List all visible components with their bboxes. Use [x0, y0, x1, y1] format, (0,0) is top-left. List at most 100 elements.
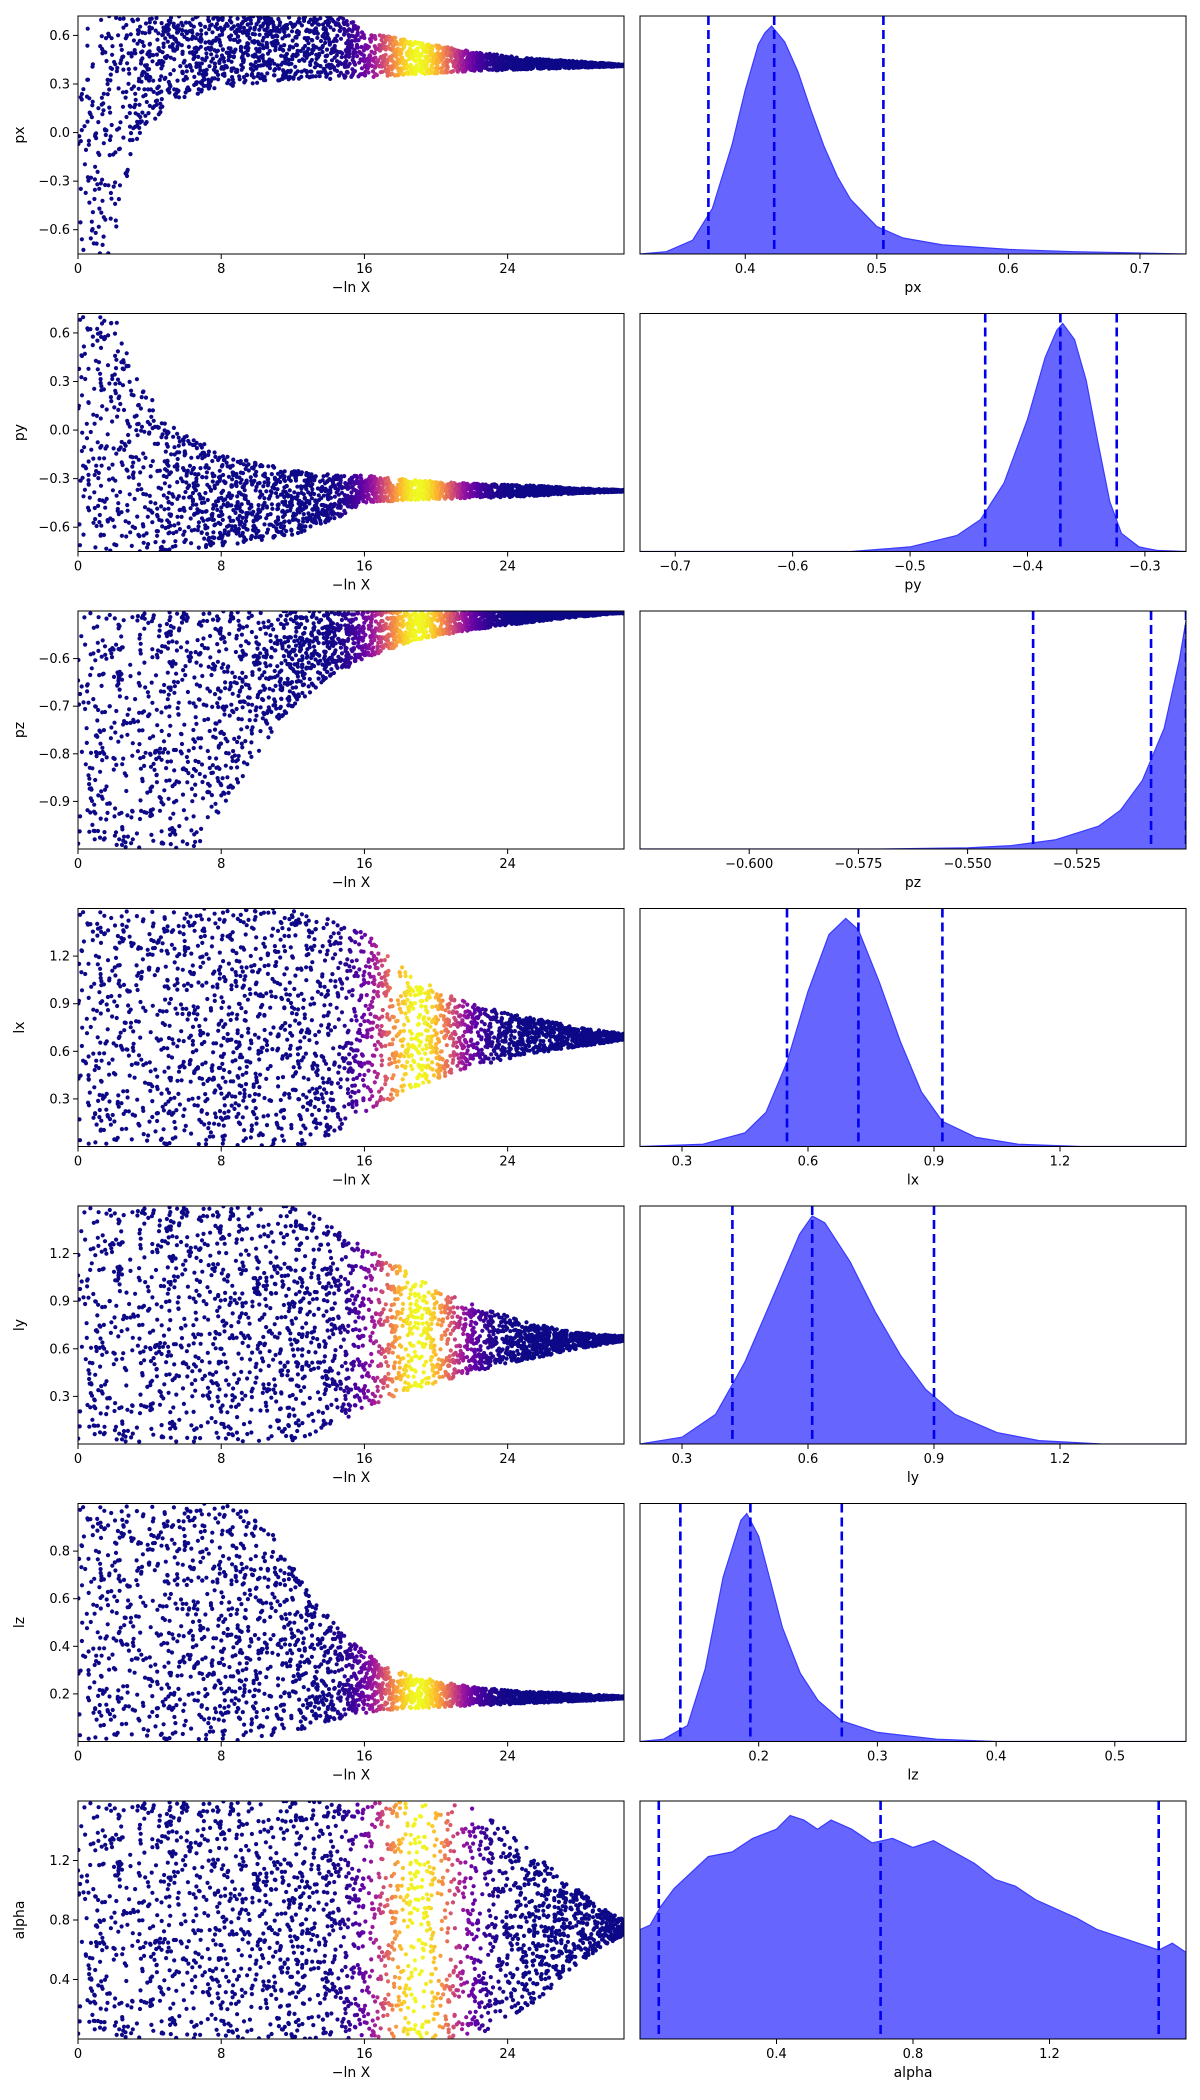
trace-point — [90, 334, 95, 339]
trace-point — [278, 44, 283, 49]
trace-point — [344, 19, 349, 24]
trace-point — [151, 418, 156, 423]
trace-point — [252, 523, 257, 529]
trace-point — [289, 472, 294, 477]
trace-point — [247, 36, 252, 41]
trace-point — [347, 48, 352, 53]
trace-point — [150, 408, 155, 413]
trace-point — [416, 495, 421, 501]
trace-point — [125, 418, 130, 423]
trace-point — [205, 497, 210, 503]
trace-point — [229, 59, 234, 64]
trace-point — [160, 50, 165, 55]
trace-point — [184, 87, 190, 92]
trace-point — [477, 62, 482, 67]
trace-point — [204, 67, 209, 72]
trace-point — [225, 81, 230, 86]
trace-point — [460, 69, 465, 74]
trace-point — [192, 442, 197, 448]
trace-point — [124, 22, 129, 28]
trace-point — [336, 73, 342, 78]
trace-point — [290, 38, 295, 43]
trace-point — [180, 49, 185, 54]
trace-point — [83, 147, 89, 152]
trace-point — [295, 69, 300, 74]
trace-point — [418, 44, 424, 49]
trace-point — [147, 408, 152, 413]
trace-point — [139, 487, 144, 492]
trace-point — [413, 59, 418, 64]
trace-point — [426, 69, 431, 74]
trace-point — [289, 29, 295, 34]
trace-point — [197, 492, 202, 497]
trace-point — [196, 545, 201, 550]
trace-point — [98, 377, 103, 382]
trace-point — [97, 206, 102, 211]
trace-point — [243, 518, 249, 524]
trace-point — [86, 478, 91, 483]
trace-point — [198, 496, 203, 501]
trace-point — [229, 503, 234, 508]
trace-point — [431, 56, 437, 61]
trace-point — [202, 442, 207, 447]
trace-point — [338, 16, 343, 20]
trace-point — [189, 541, 194, 546]
trace-point — [362, 485, 367, 490]
trace-point — [227, 50, 232, 55]
trace-point — [220, 32, 225, 37]
trace-point — [264, 516, 269, 521]
trace-point — [139, 428, 144, 433]
trace-point — [159, 89, 164, 94]
trace-point — [315, 22, 321, 27]
trace-point — [130, 17, 135, 22]
trace-point — [450, 483, 455, 489]
trace-point — [335, 473, 340, 478]
kde-xtick-label: 0.5 — [866, 262, 887, 277]
trace-frame — [77, 15, 625, 255]
trace-point — [95, 326, 100, 331]
trace-point — [166, 22, 171, 27]
trace-point — [154, 98, 160, 103]
trace-point — [144, 76, 149, 81]
trace-point — [98, 445, 103, 450]
trace-point — [121, 407, 127, 413]
trace-point — [99, 384, 104, 389]
trace-point — [177, 527, 182, 532]
trace-point — [147, 493, 152, 498]
trace-point — [167, 44, 173, 49]
trace-point — [78, 543, 83, 548]
trace-point — [422, 495, 427, 501]
trace-point — [220, 534, 225, 539]
trace-point — [80, 430, 85, 435]
trace-point — [240, 30, 245, 35]
trace-point — [109, 399, 114, 404]
trace-point — [287, 16, 292, 20]
trace-point — [191, 465, 196, 471]
trace-point — [359, 44, 364, 50]
trace-point — [313, 26, 319, 31]
trace-point — [210, 458, 215, 464]
trace-point — [166, 520, 172, 525]
trace-point — [435, 46, 440, 51]
trace-point — [342, 21, 347, 27]
trace-point — [402, 42, 407, 48]
trace-point — [317, 46, 322, 52]
trace-point — [259, 537, 264, 543]
trace-point — [211, 541, 216, 546]
trace-point — [195, 510, 200, 515]
trace-point — [230, 477, 235, 482]
trace-point — [220, 72, 225, 77]
trace-point — [441, 55, 446, 60]
trace-point — [98, 371, 103, 376]
trace-point — [127, 71, 132, 76]
trace-point — [110, 488, 115, 493]
trace-point — [216, 536, 221, 541]
trace-point — [509, 54, 514, 59]
trace-point — [495, 66, 500, 71]
trace-point — [113, 478, 118, 483]
trace-point — [488, 58, 493, 64]
trace-ytick-label: 0.0 — [49, 126, 70, 141]
trace-point — [109, 36, 114, 41]
trace-point — [262, 496, 267, 501]
trace-point — [258, 463, 264, 468]
